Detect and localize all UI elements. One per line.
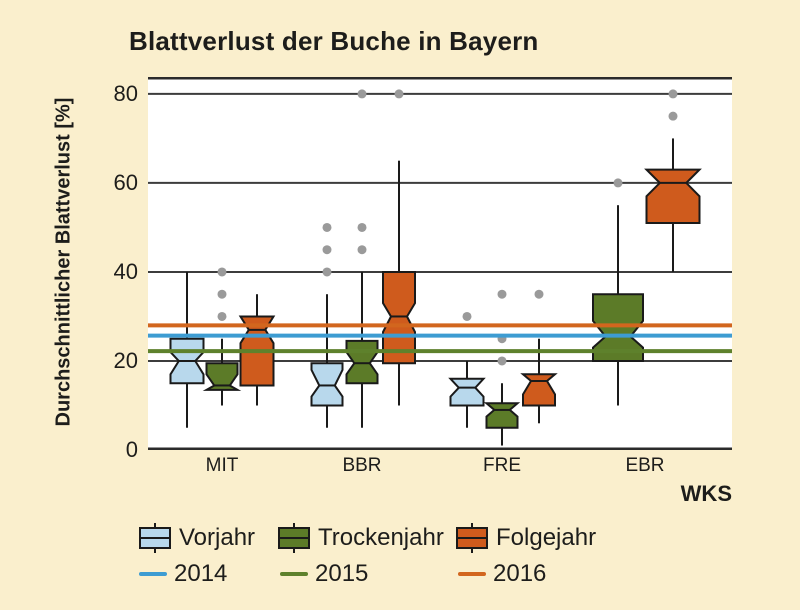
legend-label: 2014 — [174, 560, 228, 587]
legend-label: 2016 — [493, 560, 547, 587]
legend-item-folgejahr: Folgejahr — [455, 521, 596, 555]
y-tick-label: 40 — [113, 258, 138, 284]
plot-area — [148, 77, 732, 450]
y-tick-label: 60 — [113, 169, 138, 195]
y-axis-title: Durchschnittlicher Blattverlust [%] — [52, 97, 75, 427]
x-category-label: EBR — [625, 455, 665, 476]
x-category-label: MIT — [205, 455, 239, 476]
x-category-label: BBR — [342, 455, 382, 476]
x-axis-title: WKS — [680, 481, 732, 506]
chart-title: Blattverlust der Buche in Bayern — [129, 26, 539, 56]
legend-item-2015: 2015 — [280, 557, 368, 591]
legend-label: Vorjahr — [179, 524, 256, 551]
legend-label: Trockenjahr — [318, 524, 444, 551]
boxplot-key-icon — [277, 521, 311, 555]
legend-label: 2015 — [315, 560, 369, 587]
line-key-icon — [458, 572, 486, 576]
legend-item-2014: 2014 — [139, 557, 227, 591]
line-key-icon — [139, 572, 167, 576]
y-tick-label: 20 — [113, 347, 138, 373]
y-tick-label: 80 — [113, 80, 138, 106]
legend-label: Folgejahr — [496, 524, 597, 551]
x-category-label: FRE — [483, 455, 521, 476]
boxplot-key-icon — [138, 521, 172, 555]
legend-item-trockenjahr: Trockenjahr — [277, 521, 444, 555]
legend-item-vorjahr: Vorjahr — [138, 521, 255, 555]
boxplot-key-icon — [455, 521, 489, 555]
line-key-icon — [280, 572, 308, 576]
legend-item-2016: 2016 — [458, 557, 546, 591]
boxplot-svg — [148, 77, 732, 450]
y-tick-label: 0 — [125, 437, 138, 462]
